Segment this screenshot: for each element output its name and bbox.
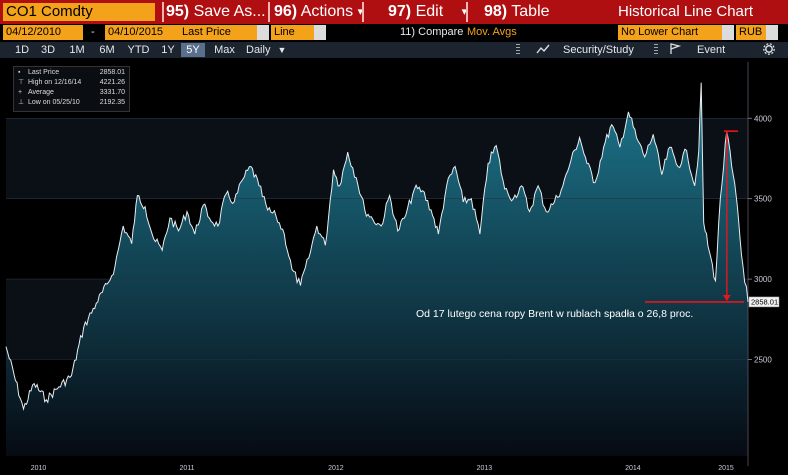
toolbar-grip <box>516 44 520 56</box>
last-price-icon: ▪ <box>18 69 21 76</box>
x-tick-label: 2014 <box>625 465 641 472</box>
window-title: Historical Line Chart <box>618 3 754 20</box>
toolbar-grip <box>654 44 658 56</box>
table-label: Table <box>511 3 550 20</box>
period-1y-button[interactable]: 1Y <box>161 44 175 56</box>
chevron-down-icon: ▾ <box>357 6 364 18</box>
toolbar-divider <box>162 2 164 22</box>
high-marker-icon: ⊤ <box>18 79 25 86</box>
period-1m-button[interactable]: 1M <box>69 44 85 56</box>
actions-label: Actions <box>300 3 354 21</box>
historical-line-chart[interactable]: 2500 3000 3500 4000 2010 2011 2012 2013 2014 201… <box>0 58 788 475</box>
legend-label: Last Price <box>28 69 60 76</box>
actions-button[interactable]: 96) Actions ▾ <box>274 0 363 24</box>
save-as-label: Save As... <box>193 3 266 20</box>
field-dropdown-arrow[interactable] <box>257 25 269 40</box>
end-date-field[interactable]: 04/10/2015 <box>105 25 180 40</box>
series-line <box>5 82 749 411</box>
toolbar-divider <box>362 2 364 22</box>
frequency-select[interactable]: Daily ▼ <box>246 43 301 57</box>
start-date-field[interactable]: 04/12/2010 <box>3 25 83 40</box>
settings-gear-icon[interactable] <box>758 43 780 57</box>
low-marker-icon: ⊥ <box>18 99 25 106</box>
x-tick-label: 2010 <box>31 465 47 472</box>
period-max-button[interactable]: Max <box>214 44 235 56</box>
chart-legend: ▪ Last Price 2858.01 ⊤ High on 12/16/14 42… <box>13 66 130 112</box>
period-ytd-button[interactable]: YTD <box>127 44 150 56</box>
y-tick-label: 2500 <box>754 356 772 365</box>
y-tick-label: 3500 <box>754 195 772 204</box>
save-as-number: 95) <box>166 3 190 20</box>
compare-value[interactable]: Mov. Avgs <box>467 26 517 38</box>
legend-low: ⊥ Low on 05/25/10 2192.35 <box>18 98 125 107</box>
date-dash: - <box>91 26 95 38</box>
period-5y-button[interactable]: 5Y <box>181 43 205 57</box>
annotation-text: Od 17 lutego cena ropy Brent w rublach s… <box>416 308 693 320</box>
event-icon[interactable] <box>667 43 683 57</box>
period-1d-button[interactable]: 1D <box>14 44 30 56</box>
currency-select[interactable]: RUB <box>736 25 766 40</box>
legend-last-price: ▪ Last Price 2858.01 <box>18 68 125 77</box>
legend-value: 2858.01 <box>99 69 125 76</box>
line-tools-icon[interactable] <box>534 43 552 57</box>
toolbar-divider <box>268 2 270 22</box>
legend-label: High on 12/16/14 <box>28 79 82 86</box>
save-as-button[interactable]: 95) Save As... <box>166 0 266 24</box>
edit-label: Edit <box>415 3 444 21</box>
chart-style-select[interactable]: Line <box>271 25 314 40</box>
chart-style-dropdown-arrow[interactable] <box>314 25 326 40</box>
event-button[interactable]: Event <box>697 44 726 56</box>
lower-chart-dropdown-arrow[interactable] <box>722 25 734 40</box>
legend-value: 3331.70 <box>99 89 125 96</box>
period-6m-button[interactable]: 6M <box>99 44 115 56</box>
legend-label: Low on 05/25/10 <box>28 99 80 106</box>
x-tick-label: 2012 <box>328 465 344 472</box>
average-marker-icon: + <box>18 89 23 96</box>
compare-label: Compare <box>418 26 464 38</box>
table-button[interactable]: 98) Table <box>484 0 550 24</box>
last-value-label: 2858.01 <box>751 298 778 307</box>
legend-value: 4221.26 <box>99 79 125 86</box>
legend-value: 2192.35 <box>99 99 125 106</box>
legend-high: ⊤ High on 12/16/14 4221.26 <box>18 78 125 87</box>
top-toolbar: CO1 Comdty 95) Save As... 96) Actions ▾ … <box>0 0 788 24</box>
period-bar: 1D 3D 1M 6M YTD 1Y 5Y Max Daily ▼ Securi… <box>0 42 788 58</box>
caret-down-icon: ▼ <box>277 45 287 55</box>
security-study-button[interactable]: Security/Study <box>563 44 634 56</box>
period-3d-button[interactable]: 3D <box>40 44 56 56</box>
table-number: 98) <box>484 3 508 20</box>
compare-button[interactable]: 11) Compare <box>400 25 463 40</box>
y-tick-label: 4000 <box>754 114 772 123</box>
lower-chart-select[interactable]: No Lower Chart <box>618 25 722 40</box>
actions-number: 96) <box>274 3 298 21</box>
frequency-label: Daily <box>246 44 271 56</box>
annotation-arrow-head <box>722 294 731 301</box>
last-value-box <box>748 296 780 308</box>
x-tick-label: 2015 <box>718 465 734 472</box>
ticker-field[interactable]: CO1 Comdty <box>3 3 155 21</box>
compare-number: 11) <box>400 26 416 38</box>
legend-average: + Average 3331.70 <box>18 88 125 97</box>
series-area <box>6 82 748 456</box>
settings-bar: 04/12/2010 - 04/10/2015 Last Price Line … <box>0 24 788 42</box>
field-select[interactable]: Last Price <box>179 25 259 40</box>
y-tick-label: 3000 <box>754 275 772 284</box>
edit-number: 97) <box>388 3 412 21</box>
edit-button[interactable]: 97) Edit ▾ <box>388 0 467 24</box>
currency-dropdown-arrow[interactable] <box>766 25 778 40</box>
toolbar-divider <box>466 2 468 22</box>
legend-label: Average <box>28 89 54 96</box>
x-tick-label: 2013 <box>477 465 493 472</box>
x-tick-label: 2011 <box>179 465 194 472</box>
chevron-down-icon: ▾ <box>461 6 468 18</box>
